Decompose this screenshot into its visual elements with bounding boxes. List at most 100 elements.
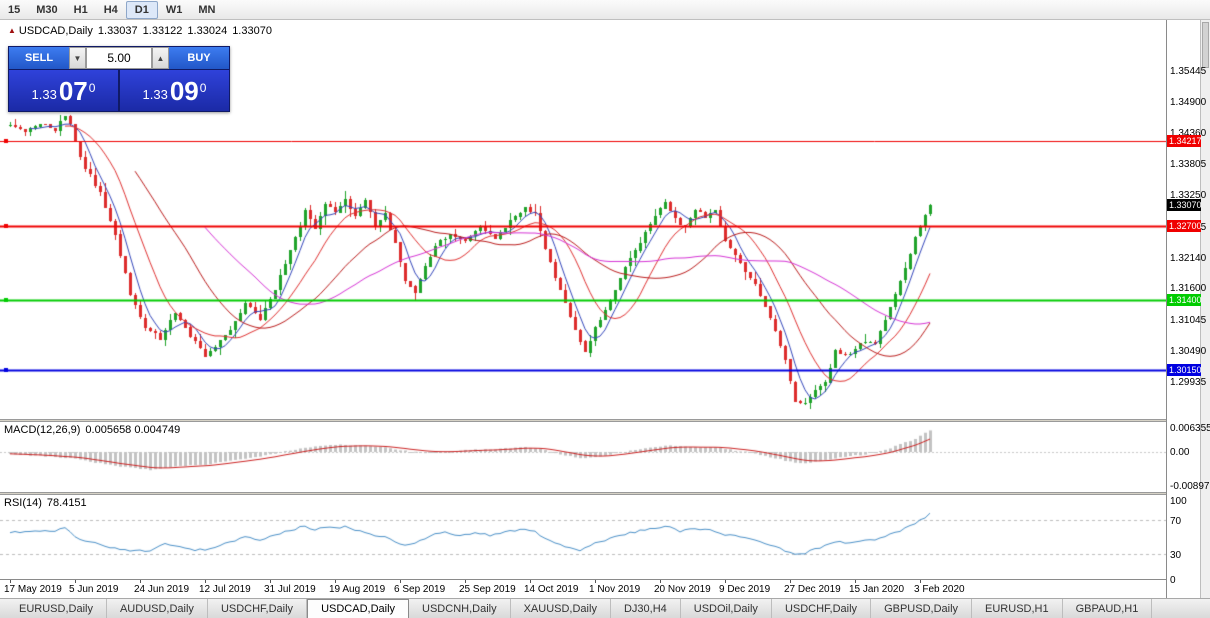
time-axis-label: 17 May 2019 <box>4 584 62 595</box>
rsi-axis-label: 70 <box>1170 516 1182 528</box>
time-axis-tick <box>855 580 856 583</box>
timeframe-button-h1[interactable]: H1 <box>73 3 88 16</box>
price-level-tag: 1.31400 <box>1167 293 1202 306</box>
rsi-canvas[interactable] <box>0 495 1166 579</box>
time-axis-tick <box>10 580 11 583</box>
volume-decrease-button[interactable]: ▼ <box>69 47 86 69</box>
sell-button[interactable]: SELL <box>9 47 69 69</box>
tab-usdoil-daily[interactable]: USDOil,Daily <box>681 599 772 618</box>
time-axis-tick <box>920 580 921 583</box>
volume-increase-button[interactable]: ▲ <box>152 47 169 69</box>
ohlc-close: 1.33070 <box>232 25 272 37</box>
rsi-label: RSI(14) 78.4151 <box>4 497 87 509</box>
time-axis-label: 20 Nov 2019 <box>654 584 711 595</box>
time-axis-label: 12 Jul 2019 <box>199 584 251 595</box>
time-axis-label: 5 Jun 2019 <box>69 584 119 595</box>
buy-button[interactable]: BUY <box>169 47 229 69</box>
tab-usdchf-daily[interactable]: USDCHF,Daily <box>772 599 872 618</box>
time-axis-label: 27 Dec 2019 <box>784 584 841 595</box>
scrollbar-thumb[interactable] <box>1202 22 1209 68</box>
time-axis-tick <box>725 580 726 583</box>
tab-usdcnh-daily[interactable]: USDCNH,Daily <box>409 599 511 618</box>
ohlc-low: 1.33024 <box>187 25 228 37</box>
macd-axis-label: 0.00 <box>1170 447 1190 458</box>
time-axis-tick <box>595 580 596 583</box>
time-axis[interactable]: 17 May 2019 5 Jun 2019 24 Jun 2019 12 Jul 2… <box>0 579 1166 598</box>
macd-axis-label: -0.008978 <box>1170 480 1210 492</box>
rsi-current-value: 78.4151 <box>46 497 87 509</box>
time-axis-label: 15 Jan 2020 <box>849 584 905 595</box>
time-axis-tick <box>530 580 531 583</box>
price-level-tag: 1.34217 <box>1167 134 1202 147</box>
trade-prices-row: 1.33 07 0 1.33 09 0 <box>9 70 229 111</box>
buy-price-main: 1.33 <box>142 87 168 102</box>
time-axis-tick <box>790 580 791 583</box>
time-axis-label: 19 Aug 2019 <box>329 584 386 595</box>
sell-price-pips: 07 <box>58 75 88 106</box>
time-axis-tick <box>270 580 271 583</box>
rsi-axis-label: 100 <box>1170 496 1187 507</box>
volume-input[interactable]: 5.00 <box>86 47 152 69</box>
pane-separator[interactable] <box>0 492 1210 495</box>
time-axis-tick <box>660 580 661 583</box>
price-axis-label: 1.34360 <box>1170 127 1207 139</box>
tab-eurusd-daily[interactable]: EURUSD,Daily <box>6 599 107 618</box>
price-axis[interactable]: 1.354451.349001.343601.338051.332501.326… <box>1166 20 1210 598</box>
time-axis-tick <box>400 580 401 583</box>
sell-price-frac: 0 <box>88 80 96 95</box>
tab-gbpaud-h1[interactable]: GBPAUD,H1 <box>1063 599 1153 618</box>
time-axis-label: 14 Oct 2019 <box>524 584 579 595</box>
rsi-pane: RSI(14) 78.4151 <box>0 495 1166 579</box>
time-axis-tick <box>75 580 76 583</box>
time-axis-label: 1 Nov 2019 <box>589 584 641 595</box>
tab-eurusd-h1[interactable]: EURUSD,H1 <box>972 599 1063 618</box>
pane-separator[interactable] <box>0 419 1210 422</box>
time-axis-label: 24 Jun 2019 <box>134 584 190 595</box>
tab-audusd-daily[interactable]: AUDUSD,Daily <box>107 599 208 618</box>
timeframe-button-h4[interactable]: H4 <box>103 3 118 16</box>
tab-usdchf-daily[interactable]: USDCHF,Daily <box>208 599 308 618</box>
timeframe-button-m30[interactable]: M30 <box>36 3 58 16</box>
price-axis-label: 1.31600 <box>1170 283 1207 295</box>
chart-tab-bar: EURUSD,Daily AUDUSD,Daily USDCHF,Daily USDC… <box>0 598 1210 618</box>
price-axis-label: 1.32140 <box>1170 252 1207 264</box>
symbol-marker-icon: ▲ <box>8 26 16 35</box>
price-axis-label: 1.34900 <box>1170 97 1207 109</box>
tab-gbpusd-daily[interactable]: GBPUSD,Daily <box>871 599 973 618</box>
tab-dj30-h4[interactable]: DJ30,H4 <box>611 599 681 618</box>
current-price-tag: 1.33070 <box>1167 199 1202 212</box>
time-axis-label: 25 Sep 2019 <box>459 584 516 595</box>
tab-usdcad-daily[interactable]: USDCAD,Daily <box>307 599 410 618</box>
macd-canvas[interactable] <box>0 422 1166 492</box>
chart-header: ▲ USDCAD,Daily 1.33037 1.33122 1.33024 1.3307… <box>8 25 272 37</box>
buy-price-display[interactable]: 1.33 09 0 <box>120 70 229 111</box>
price-pane: ▲ USDCAD,Daily 1.33037 1.33122 1.33024 1.3307… <box>0 20 1166 419</box>
time-axis-tick <box>140 580 141 583</box>
timeframe-button-d1[interactable]: D1 <box>125 0 158 19</box>
time-axis-label: 6 Sep 2019 <box>394 584 446 595</box>
timeframe-button-15[interactable]: 15 <box>8 3 21 16</box>
timeframe-toolbar: 15 M30 H1 H4 D1 W1 MN <box>0 0 1210 20</box>
timeframe-button-w1[interactable]: W1 <box>165 3 183 16</box>
ohlc-high: 1.33122 <box>142 25 183 37</box>
price-axis-label: 1.31045 <box>1170 314 1207 326</box>
macd-label: MACD(12,26,9) 0.005658 0.004749 <box>4 424 180 436</box>
time-axis-label: 31 Jul 2019 <box>264 584 316 595</box>
price-level-tag: 1.30150 <box>1167 364 1202 377</box>
time-axis-tick <box>465 580 466 583</box>
tab-xauusd-daily[interactable]: XAUUSD,Daily <box>511 599 611 618</box>
price-axis-label: 1.29935 <box>1170 377 1207 389</box>
time-axis-tick <box>335 580 336 583</box>
macd-pane: MACD(12,26,9) 0.005658 0.004749 <box>0 422 1166 492</box>
rsi-name: RSI(14) <box>4 497 42 509</box>
time-axis-tick <box>205 580 206 583</box>
buy-price-pips: 09 <box>169 75 199 106</box>
timeframe-button-mn[interactable]: MN <box>198 3 216 16</box>
price-level-tag: 1.32700 <box>1167 220 1202 233</box>
sell-price-display[interactable]: 1.33 07 0 <box>9 70 118 111</box>
rsi-axis-label: 0 <box>1170 575 1176 586</box>
macd-current-values: 0.005658 0.004749 <box>85 424 181 436</box>
chart-symbol-label: USDCAD,Daily <box>18 25 93 37</box>
vertical-scrollbar[interactable] <box>1200 20 1210 598</box>
